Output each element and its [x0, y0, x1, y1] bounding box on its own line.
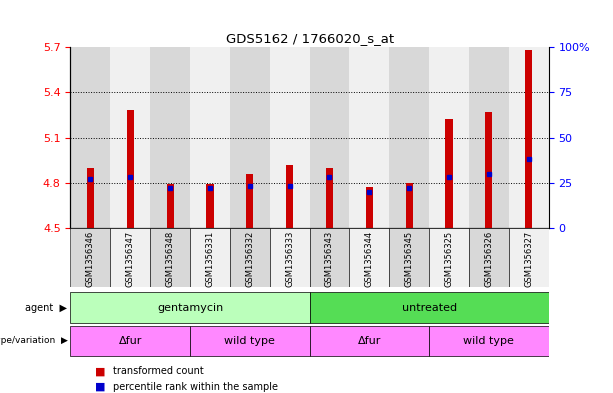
- Bar: [230, 47, 270, 228]
- Bar: [389, 47, 429, 228]
- Bar: [525, 50, 532, 228]
- Bar: [87, 168, 94, 228]
- Text: GSM1356333: GSM1356333: [285, 231, 294, 287]
- Bar: [150, 47, 190, 228]
- Text: GSM1356325: GSM1356325: [444, 231, 454, 287]
- Bar: [270, 228, 310, 287]
- Bar: [349, 228, 389, 287]
- Text: wild type: wild type: [224, 336, 275, 346]
- Text: untreated: untreated: [402, 303, 457, 312]
- Bar: [70, 292, 310, 323]
- Bar: [207, 184, 213, 228]
- Bar: [429, 47, 469, 228]
- Bar: [509, 228, 549, 287]
- Bar: [110, 228, 150, 287]
- Text: genotype/variation  ▶: genotype/variation ▶: [0, 336, 67, 345]
- Text: ■: ■: [95, 366, 105, 376]
- Text: GSM1356348: GSM1356348: [166, 231, 175, 287]
- Bar: [509, 47, 549, 228]
- Text: ■: ■: [95, 382, 105, 392]
- Bar: [326, 168, 333, 228]
- Bar: [190, 326, 310, 356]
- Bar: [190, 47, 230, 228]
- Bar: [429, 228, 469, 287]
- Text: GSM1356347: GSM1356347: [126, 231, 135, 287]
- Bar: [389, 228, 429, 287]
- Text: transformed count: transformed count: [113, 366, 204, 376]
- Bar: [246, 174, 253, 228]
- Text: GSM1356344: GSM1356344: [365, 231, 374, 287]
- Text: GSM1356332: GSM1356332: [245, 231, 254, 287]
- Text: Δfur: Δfur: [118, 336, 142, 346]
- Bar: [270, 47, 310, 228]
- Bar: [70, 228, 110, 287]
- Title: GDS5162 / 1766020_s_at: GDS5162 / 1766020_s_at: [226, 31, 394, 44]
- Bar: [366, 187, 373, 228]
- Bar: [485, 112, 492, 228]
- Bar: [310, 47, 349, 228]
- Bar: [310, 326, 429, 356]
- Text: percentile rank within the sample: percentile rank within the sample: [113, 382, 278, 392]
- Text: agent  ▶: agent ▶: [25, 303, 67, 312]
- Bar: [167, 184, 173, 228]
- Text: gentamycin: gentamycin: [157, 303, 223, 312]
- Bar: [70, 47, 110, 228]
- Bar: [150, 228, 190, 287]
- Bar: [469, 228, 509, 287]
- Bar: [310, 228, 349, 287]
- Text: GSM1356345: GSM1356345: [405, 231, 414, 287]
- Bar: [469, 47, 509, 228]
- Bar: [110, 47, 150, 228]
- Text: wild type: wild type: [463, 336, 514, 346]
- Bar: [446, 119, 452, 228]
- Bar: [230, 228, 270, 287]
- Text: GSM1356326: GSM1356326: [484, 231, 493, 287]
- Text: GSM1356346: GSM1356346: [86, 231, 95, 287]
- Bar: [70, 326, 190, 356]
- Text: GSM1356343: GSM1356343: [325, 231, 334, 287]
- Bar: [310, 292, 549, 323]
- Text: Δfur: Δfur: [357, 336, 381, 346]
- Bar: [127, 110, 134, 228]
- Text: GSM1356327: GSM1356327: [524, 231, 533, 287]
- Bar: [349, 47, 389, 228]
- Bar: [286, 165, 293, 228]
- Bar: [190, 228, 230, 287]
- Bar: [429, 326, 549, 356]
- Bar: [406, 183, 413, 228]
- Text: GSM1356331: GSM1356331: [205, 231, 215, 287]
